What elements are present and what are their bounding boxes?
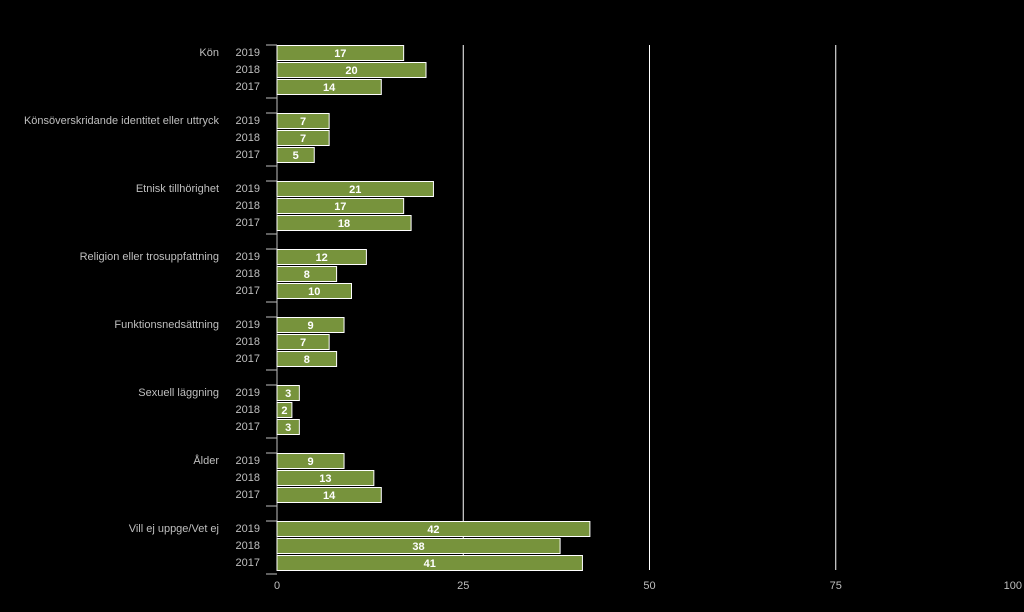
category-label: Kön — [199, 47, 219, 59]
value-label: 14 — [323, 82, 336, 94]
bar — [276, 453, 345, 469]
bar — [276, 470, 375, 486]
value-label: 21 — [349, 184, 361, 196]
x-tick-label: 75 — [830, 580, 842, 592]
year-label: 2017 — [236, 489, 260, 501]
year-label: 2017 — [236, 81, 260, 93]
category-label: Könsöverskridande identitet eller uttryc… — [24, 115, 220, 127]
category-label: Religion eller trosuppfattning — [80, 251, 219, 263]
year-label: 2018 — [236, 404, 260, 416]
bar — [276, 198, 405, 214]
value-label: 9 — [307, 456, 313, 468]
year-label: 2019 — [236, 47, 260, 59]
bar — [276, 487, 382, 503]
year-label: 2019 — [236, 387, 260, 399]
value-label: 7 — [300, 337, 306, 349]
year-label: 2017 — [236, 421, 260, 433]
category-label: Etnisk tillhörighet — [136, 183, 219, 195]
value-label: 38 — [412, 541, 424, 553]
bar — [276, 538, 561, 554]
bar — [276, 419, 300, 435]
value-label: 14 — [323, 490, 336, 502]
year-label: 2017 — [236, 217, 260, 229]
bar — [276, 181, 434, 197]
year-label: 2018 — [236, 268, 260, 280]
value-label: 5 — [293, 150, 299, 162]
category-label: Vill ej uppge/Vet ej — [129, 523, 219, 535]
value-label: 10 — [308, 286, 320, 298]
value-label: 9 — [307, 320, 313, 332]
bar — [276, 334, 330, 350]
bar — [276, 79, 382, 95]
year-label: 2017 — [236, 557, 260, 569]
bar — [276, 283, 352, 299]
value-label: 20 — [345, 65, 357, 77]
bar — [276, 555, 583, 571]
bar — [276, 113, 330, 129]
value-label: 8 — [304, 354, 310, 366]
bar — [276, 317, 345, 333]
year-label: 2019 — [236, 115, 260, 127]
category-label: Ålder — [193, 454, 219, 467]
bar — [276, 351, 338, 367]
value-label: 7 — [300, 133, 306, 145]
bar — [276, 45, 405, 61]
value-label: 8 — [304, 269, 310, 281]
bar — [276, 385, 300, 401]
bar — [276, 62, 427, 78]
bar — [276, 147, 315, 163]
year-label: 2018 — [236, 64, 260, 76]
value-label: 2 — [281, 405, 287, 417]
year-label: 2019 — [236, 251, 260, 263]
year-label: 2018 — [236, 336, 260, 348]
value-label: 3 — [285, 422, 291, 434]
x-tick-label: 0 — [274, 580, 280, 592]
value-label: 18 — [338, 218, 350, 230]
year-label: 2019 — [236, 455, 260, 467]
bar — [276, 521, 591, 537]
category-label: Funktionsnedsättning — [114, 319, 219, 331]
year-label: 2018 — [236, 132, 260, 144]
year-label: 2019 — [236, 319, 260, 331]
value-label: 7 — [300, 116, 306, 128]
bar — [276, 402, 293, 418]
value-label: 17 — [334, 48, 346, 60]
value-label: 42 — [427, 524, 439, 536]
bar — [276, 130, 330, 146]
value-label: 13 — [319, 473, 331, 485]
bar — [276, 249, 367, 265]
year-label: 2019 — [236, 523, 260, 535]
value-label: 41 — [424, 558, 436, 570]
value-label: 3 — [285, 388, 291, 400]
year-label: 2017 — [236, 285, 260, 297]
bar — [276, 215, 412, 231]
year-label: 2018 — [236, 540, 260, 552]
category-label: Sexuell läggning — [138, 387, 219, 399]
x-tick-label: 50 — [643, 580, 655, 592]
year-label: 2018 — [236, 200, 260, 212]
year-label: 2019 — [236, 183, 260, 195]
value-label: 17 — [334, 201, 346, 213]
year-label: 2018 — [236, 472, 260, 484]
value-label: 12 — [316, 252, 328, 264]
x-tick-label: 25 — [457, 580, 469, 592]
bar — [276, 266, 338, 282]
x-tick-label: 100 — [1004, 580, 1022, 592]
year-label: 2017 — [236, 353, 260, 365]
year-label: 2017 — [236, 149, 260, 161]
